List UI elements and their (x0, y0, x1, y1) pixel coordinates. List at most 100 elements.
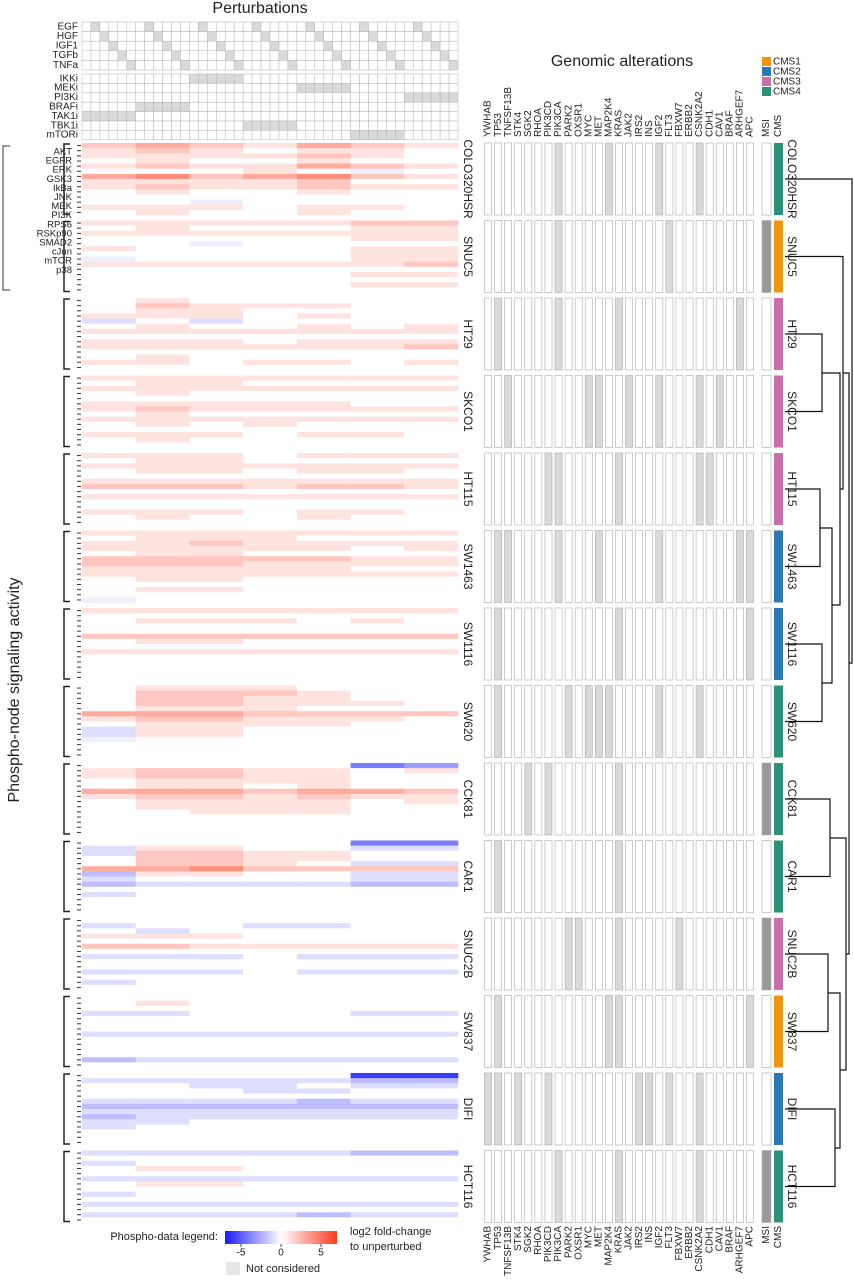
heat-cell (189, 556, 244, 562)
heat-cell (135, 788, 190, 795)
design-cell (439, 21, 450, 32)
alteration-cell (655, 530, 664, 603)
heat-cell (135, 256, 190, 262)
heat-cell (296, 576, 351, 583)
design-cell (439, 111, 450, 122)
heat-cell (243, 871, 298, 877)
heat-cell (296, 969, 351, 975)
heat-cell (296, 788, 351, 795)
heat-cell (135, 339, 190, 345)
heat-cell (404, 1083, 459, 1089)
design-cell (233, 21, 244, 32)
heat-cell (404, 979, 459, 986)
cell-line-label: HCT116 (785, 1165, 799, 1209)
heat-cell (135, 189, 190, 195)
dendrogram (785, 178, 853, 1188)
heat-cell (404, 189, 459, 195)
heat-cell (404, 235, 459, 242)
alteration-cell (514, 762, 523, 836)
design-cell (117, 40, 128, 52)
heat-cell (82, 411, 137, 417)
heat-cell (189, 230, 244, 237)
heat-cell (189, 597, 244, 603)
heat-cell (350, 189, 405, 195)
heat-cell (243, 592, 298, 598)
heat-cell (189, 483, 244, 490)
design-cell (269, 111, 280, 122)
heat-cell (243, 478, 298, 485)
heat-cell (404, 654, 459, 660)
heat-cell (189, 453, 244, 459)
heat-cell (189, 1212, 244, 1218)
colorbar-tick-label: 5 (318, 1248, 324, 1259)
design-cell (180, 83, 190, 94)
cms-legend-swatch (762, 57, 771, 66)
alteration-cell (584, 530, 593, 603)
heat-cell (404, 840, 459, 846)
heat-cell (350, 628, 405, 635)
design-cell (242, 21, 253, 32)
alteration-cell (544, 917, 553, 991)
alteration-cell (725, 840, 734, 913)
alteration-cell (554, 142, 563, 216)
heat-cell (350, 308, 405, 314)
heat-cell (189, 690, 244, 697)
alteration-cell (504, 917, 513, 991)
alteration-cell (615, 375, 623, 448)
design-cell (368, 73, 378, 84)
heat-cell (243, 298, 298, 304)
heat-cell (296, 1093, 351, 1100)
heat-cell (82, 938, 137, 945)
cell-line-label: CAR1 (785, 860, 799, 892)
alteration-cell (675, 297, 684, 371)
alteration-cell (534, 995, 543, 1068)
design-cell (296, 130, 307, 141)
heat-cell (189, 1124, 244, 1130)
heat-cell (350, 840, 405, 846)
heat-cell (350, 1062, 405, 1068)
design-cell (81, 60, 92, 71)
design-cell (90, 101, 101, 112)
alteration-cell (635, 607, 643, 681)
heat-cell (243, 225, 298, 232)
heat-cell (243, 1036, 298, 1043)
design-cell (269, 50, 280, 61)
heat-cell (243, 649, 298, 655)
heat-cell (296, 1114, 351, 1120)
design-cell (162, 101, 172, 112)
gene-label: OXSR1 (573, 1226, 584, 1260)
design-cell (126, 73, 136, 84)
alteration-cell (625, 375, 633, 448)
heat-cell (189, 1098, 244, 1105)
y-axis-title: Phospho-node signaling activity (6, 577, 23, 802)
heat-cell (296, 375, 351, 381)
gene-label: RHOA (533, 108, 544, 137)
heat-cell (350, 1005, 405, 1012)
design-cell (412, 21, 423, 32)
heat-cell (189, 1052, 244, 1058)
heat-cell (296, 928, 351, 934)
alteration-cell (554, 220, 563, 293)
heat-cell (404, 349, 459, 355)
alteration-cell (685, 297, 694, 371)
heat-cell (189, 716, 244, 722)
heat-cell (82, 168, 137, 175)
heat-cell (296, 287, 351, 293)
heat-cell (82, 1031, 137, 1037)
heat-cell (189, 571, 244, 578)
design-cell (117, 31, 128, 42)
alteration-cell (595, 607, 603, 681)
heat-cell (296, 421, 351, 428)
heat-cell (135, 318, 190, 325)
heat-cell (82, 442, 137, 448)
gene-label: CAV1 (714, 1226, 725, 1252)
heat-cell (82, 845, 137, 852)
heat-cell (189, 984, 244, 991)
heat-cell (189, 638, 244, 645)
heat-cell (135, 984, 190, 991)
design-cell (126, 111, 136, 122)
design-cell (395, 101, 405, 112)
heat-cell (404, 809, 459, 815)
heat-cell (404, 1139, 459, 1146)
design-cell (108, 92, 119, 103)
